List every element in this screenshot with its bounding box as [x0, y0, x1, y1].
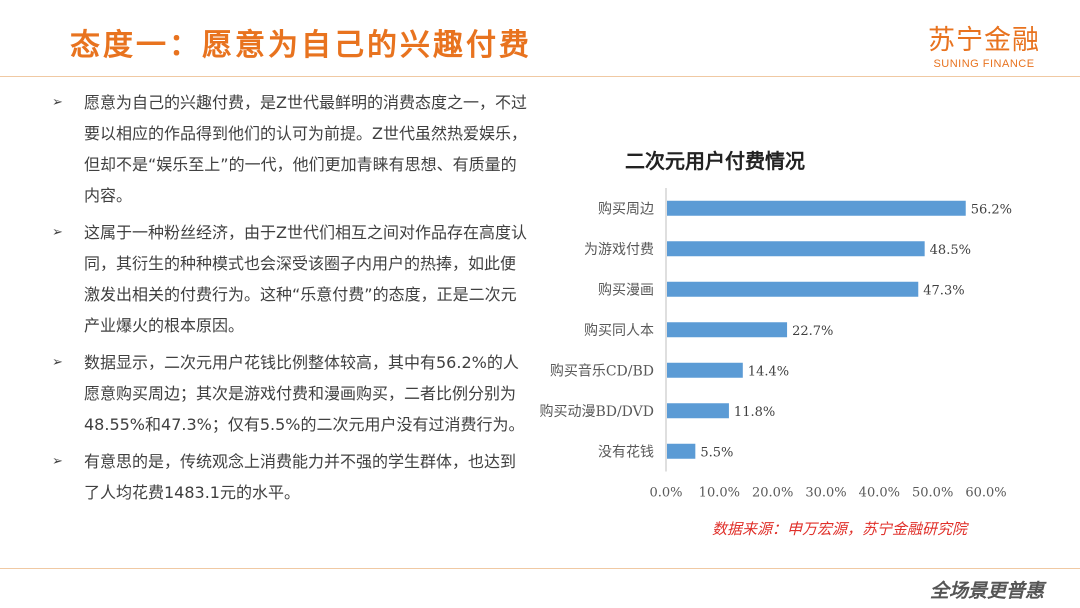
- footer-slogan-logo: 全场景更普惠: [929, 580, 1044, 602]
- arrow-bullet-icon: ➢: [52, 454, 63, 469]
- chart-title: 二次元用户付费情况: [625, 149, 805, 173]
- data-label: 11.8%: [734, 405, 775, 420]
- logo-text-en: SUNING FINANCE: [933, 58, 1035, 70]
- bar: [667, 200, 966, 216]
- page-title: 态度一：愿意为自己的兴趣付费: [70, 28, 532, 63]
- x-tick-label: 10.0%: [699, 486, 740, 501]
- x-tick-label: 50.0%: [912, 486, 953, 501]
- bullet-text: 愿意为自己的兴趣付费，是Z世代最鲜明的消费态度之一，不过要以相应的作品得到他们的…: [84, 93, 527, 205]
- suning-finance-logo: 苏宁金融 SUNING FINANCE: [928, 18, 1040, 70]
- category-label: 没有花钱: [598, 444, 654, 460]
- data-label: 56.2%: [971, 202, 1012, 217]
- bar: [667, 241, 925, 257]
- arrow-bullet-icon: ➢: [52, 95, 63, 110]
- data-label: 48.5%: [930, 243, 971, 258]
- bar: [667, 281, 919, 297]
- x-tick-label: 40.0%: [859, 486, 900, 501]
- bullet-list: ➢ 愿意为自己的兴趣付费，是Z世代最鲜明的消费态度之一，不过要以相应的作品得到他们…: [48, 87, 528, 514]
- bar: [667, 322, 788, 338]
- category-label: 购买音乐CD/BD: [550, 362, 654, 379]
- bullet-text: 这属于一种粉丝经济，由于Z世代们相互之间对作品存在高度认同，其衍生的种种模式也会…: [84, 223, 527, 335]
- footer-divider: [0, 568, 1080, 569]
- data-label: 22.7%: [792, 324, 833, 339]
- x-tick-label: 20.0%: [752, 486, 793, 501]
- logo-text-cn: 苏宁金融: [928, 25, 1040, 56]
- data-label: 5.5%: [700, 445, 733, 460]
- arrow-bullet-icon: ➢: [52, 225, 63, 240]
- arrow-bullet-icon: ➢: [52, 355, 63, 370]
- bar-chart: 二次元用户付费情况 购买周边 56.2%为游戏付费 48.5%购买漫画 47.3%购买…: [539, 149, 1012, 501]
- category-label: 购买漫画: [598, 282, 654, 298]
- x-tick-label: 0.0%: [649, 486, 682, 501]
- x-tick-label: 60.0%: [965, 486, 1006, 501]
- plot-area: 购买周边 56.2% 为游戏付费 48.5% 购买漫画 47.3% 购买同人本 22.7% 购买…: [539, 188, 1012, 501]
- category-label: 为游戏付费: [584, 242, 654, 258]
- bullet-text: 有意思的是，传统观念上消费能力并不强的学生群体，也达到了人均花费1483.1元的…: [84, 452, 517, 502]
- bullet-item: ➢ 这属于一种粉丝经济，由于Z世代们相互之间对作品存在高度认同，其衍生的种种模式也…: [48, 217, 528, 341]
- bar: [667, 443, 696, 459]
- category-label: 购买周边: [598, 201, 654, 217]
- bar: [667, 362, 743, 378]
- bullet-item: ➢ 有意思的是，传统观念上消费能力并不强的学生群体，也达到了人均花费1483.1元…: [48, 446, 528, 508]
- data-label: 47.3%: [923, 283, 964, 298]
- category-label: 购买动漫BD/DVD: [539, 404, 654, 420]
- x-tick-label: 30.0%: [805, 486, 846, 501]
- bullet-text: 数据显示，二次元用户花钱比例整体较高，其中有56.2%的人愿意购买周边；其次是游…: [84, 353, 525, 434]
- bullet-item: ➢ 愿意为自己的兴趣付费，是Z世代最鲜明的消费态度之一，不过要以相应的作品得到他们…: [48, 87, 528, 211]
- data-source-note: 数据来源：申万宏源，苏宁金融研究院: [712, 520, 968, 538]
- category-label: 购买同人本: [584, 323, 654, 339]
- data-label: 14.4%: [748, 364, 789, 379]
- header-divider: [0, 76, 1080, 77]
- bar: [667, 403, 729, 419]
- bullet-item: ➢ 数据显示，二次元用户花钱比例整体较高，其中有56.2%的人愿意购买周边；其次是…: [48, 347, 528, 440]
